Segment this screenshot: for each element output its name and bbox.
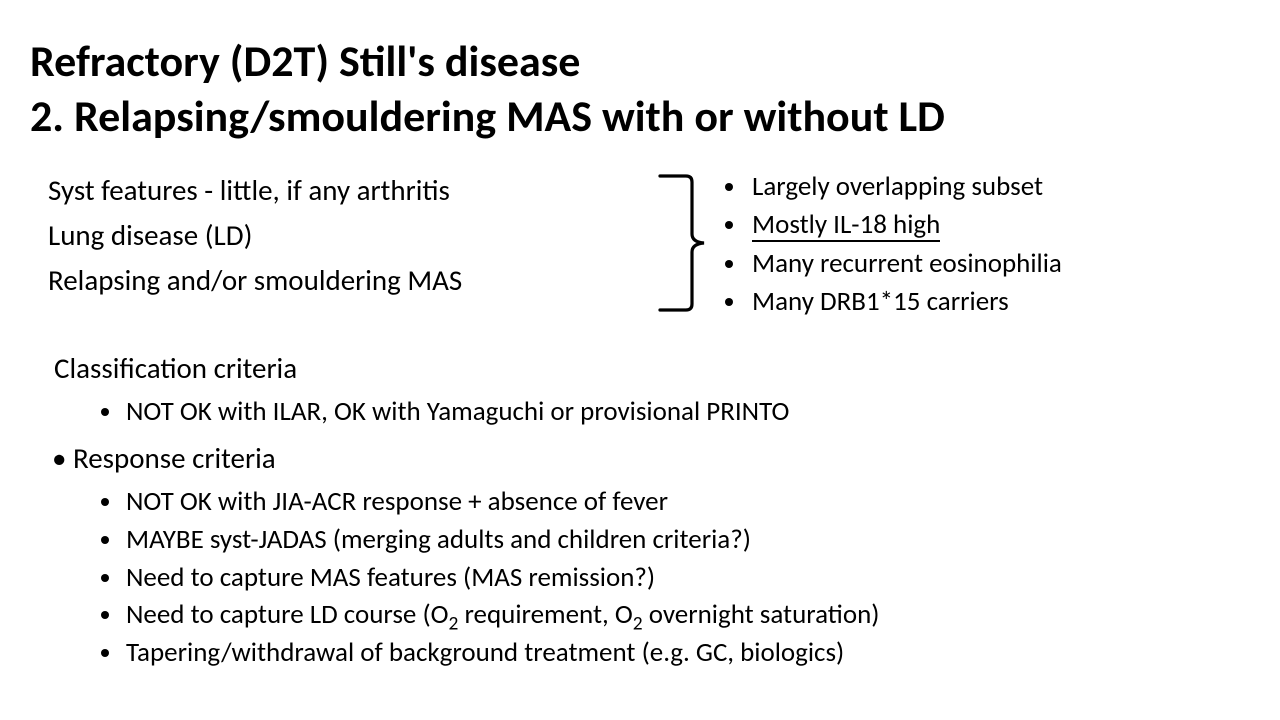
slide-title: Refractory (D2T) Still's disease 2. Rela…	[30, 34, 945, 144]
right-item-text: Many DRB1*15 carriers	[752, 285, 1009, 318]
left-item: Relapsing and/or smouldering MAS	[48, 258, 608, 303]
classification-list: NOT OK with ILAR, OK with Yamaguchi or p…	[54, 393, 1214, 431]
lower-section: Classification criteria NOT OK with ILAR…	[54, 348, 1214, 680]
response-item: MAYBE syst-JADAS (merging adults and chi…	[124, 521, 1214, 559]
classification-item: NOT OK with ILAR, OK with Yamaguchi or p…	[124, 393, 1214, 431]
slide: Refractory (D2T) Still's disease 2. Rela…	[0, 0, 1280, 720]
right-item: Largely overlapping subset	[748, 168, 1198, 206]
right-item: Mostly IL-18 high	[748, 206, 1198, 244]
right-list: Largely overlapping subset Mostly IL-18 …	[718, 168, 1198, 321]
right-item-text: Largely overlapping subset	[752, 170, 1043, 203]
top-row: Syst features - little, if any arthritis…	[48, 168, 1228, 321]
title-line-1: Refractory (D2T) Still's disease	[30, 34, 945, 89]
classification-label: Classification criteria	[54, 348, 1214, 389]
bracket-container	[608, 168, 718, 321]
response-item: NOT OK with JIA-ACR response + absence o…	[124, 483, 1214, 521]
left-item: Lung disease (LD)	[48, 213, 608, 258]
response-label: Response criteria	[52, 438, 1214, 479]
response-label-text: Response criteria	[73, 440, 276, 476]
title-line-2: 2. Relapsing/smouldering MAS with or wit…	[30, 89, 945, 144]
right-item: Many recurrent eosinophilia	[748, 245, 1198, 283]
response-item: Need to capture MAS features (MAS remiss…	[124, 559, 1214, 597]
right-item-text: Many recurrent eosinophilia	[752, 247, 1062, 280]
right-item-text: Mostly IL-18 high	[752, 210, 940, 242]
left-column: Syst features - little, if any arthritis…	[48, 168, 608, 321]
response-item: Need to capture LD course (O2 requiremen…	[124, 596, 1214, 634]
response-list: NOT OK with JIA-ACR response + absence o…	[54, 483, 1214, 672]
response-item: Tapering/withdrawal of background treatm…	[124, 634, 1214, 672]
bracket-icon	[658, 174, 706, 312]
right-item: Many DRB1*15 carriers	[748, 283, 1198, 321]
right-column: Largely overlapping subset Mostly IL-18 …	[718, 168, 1198, 321]
left-item: Syst features - little, if any arthritis	[48, 168, 608, 213]
